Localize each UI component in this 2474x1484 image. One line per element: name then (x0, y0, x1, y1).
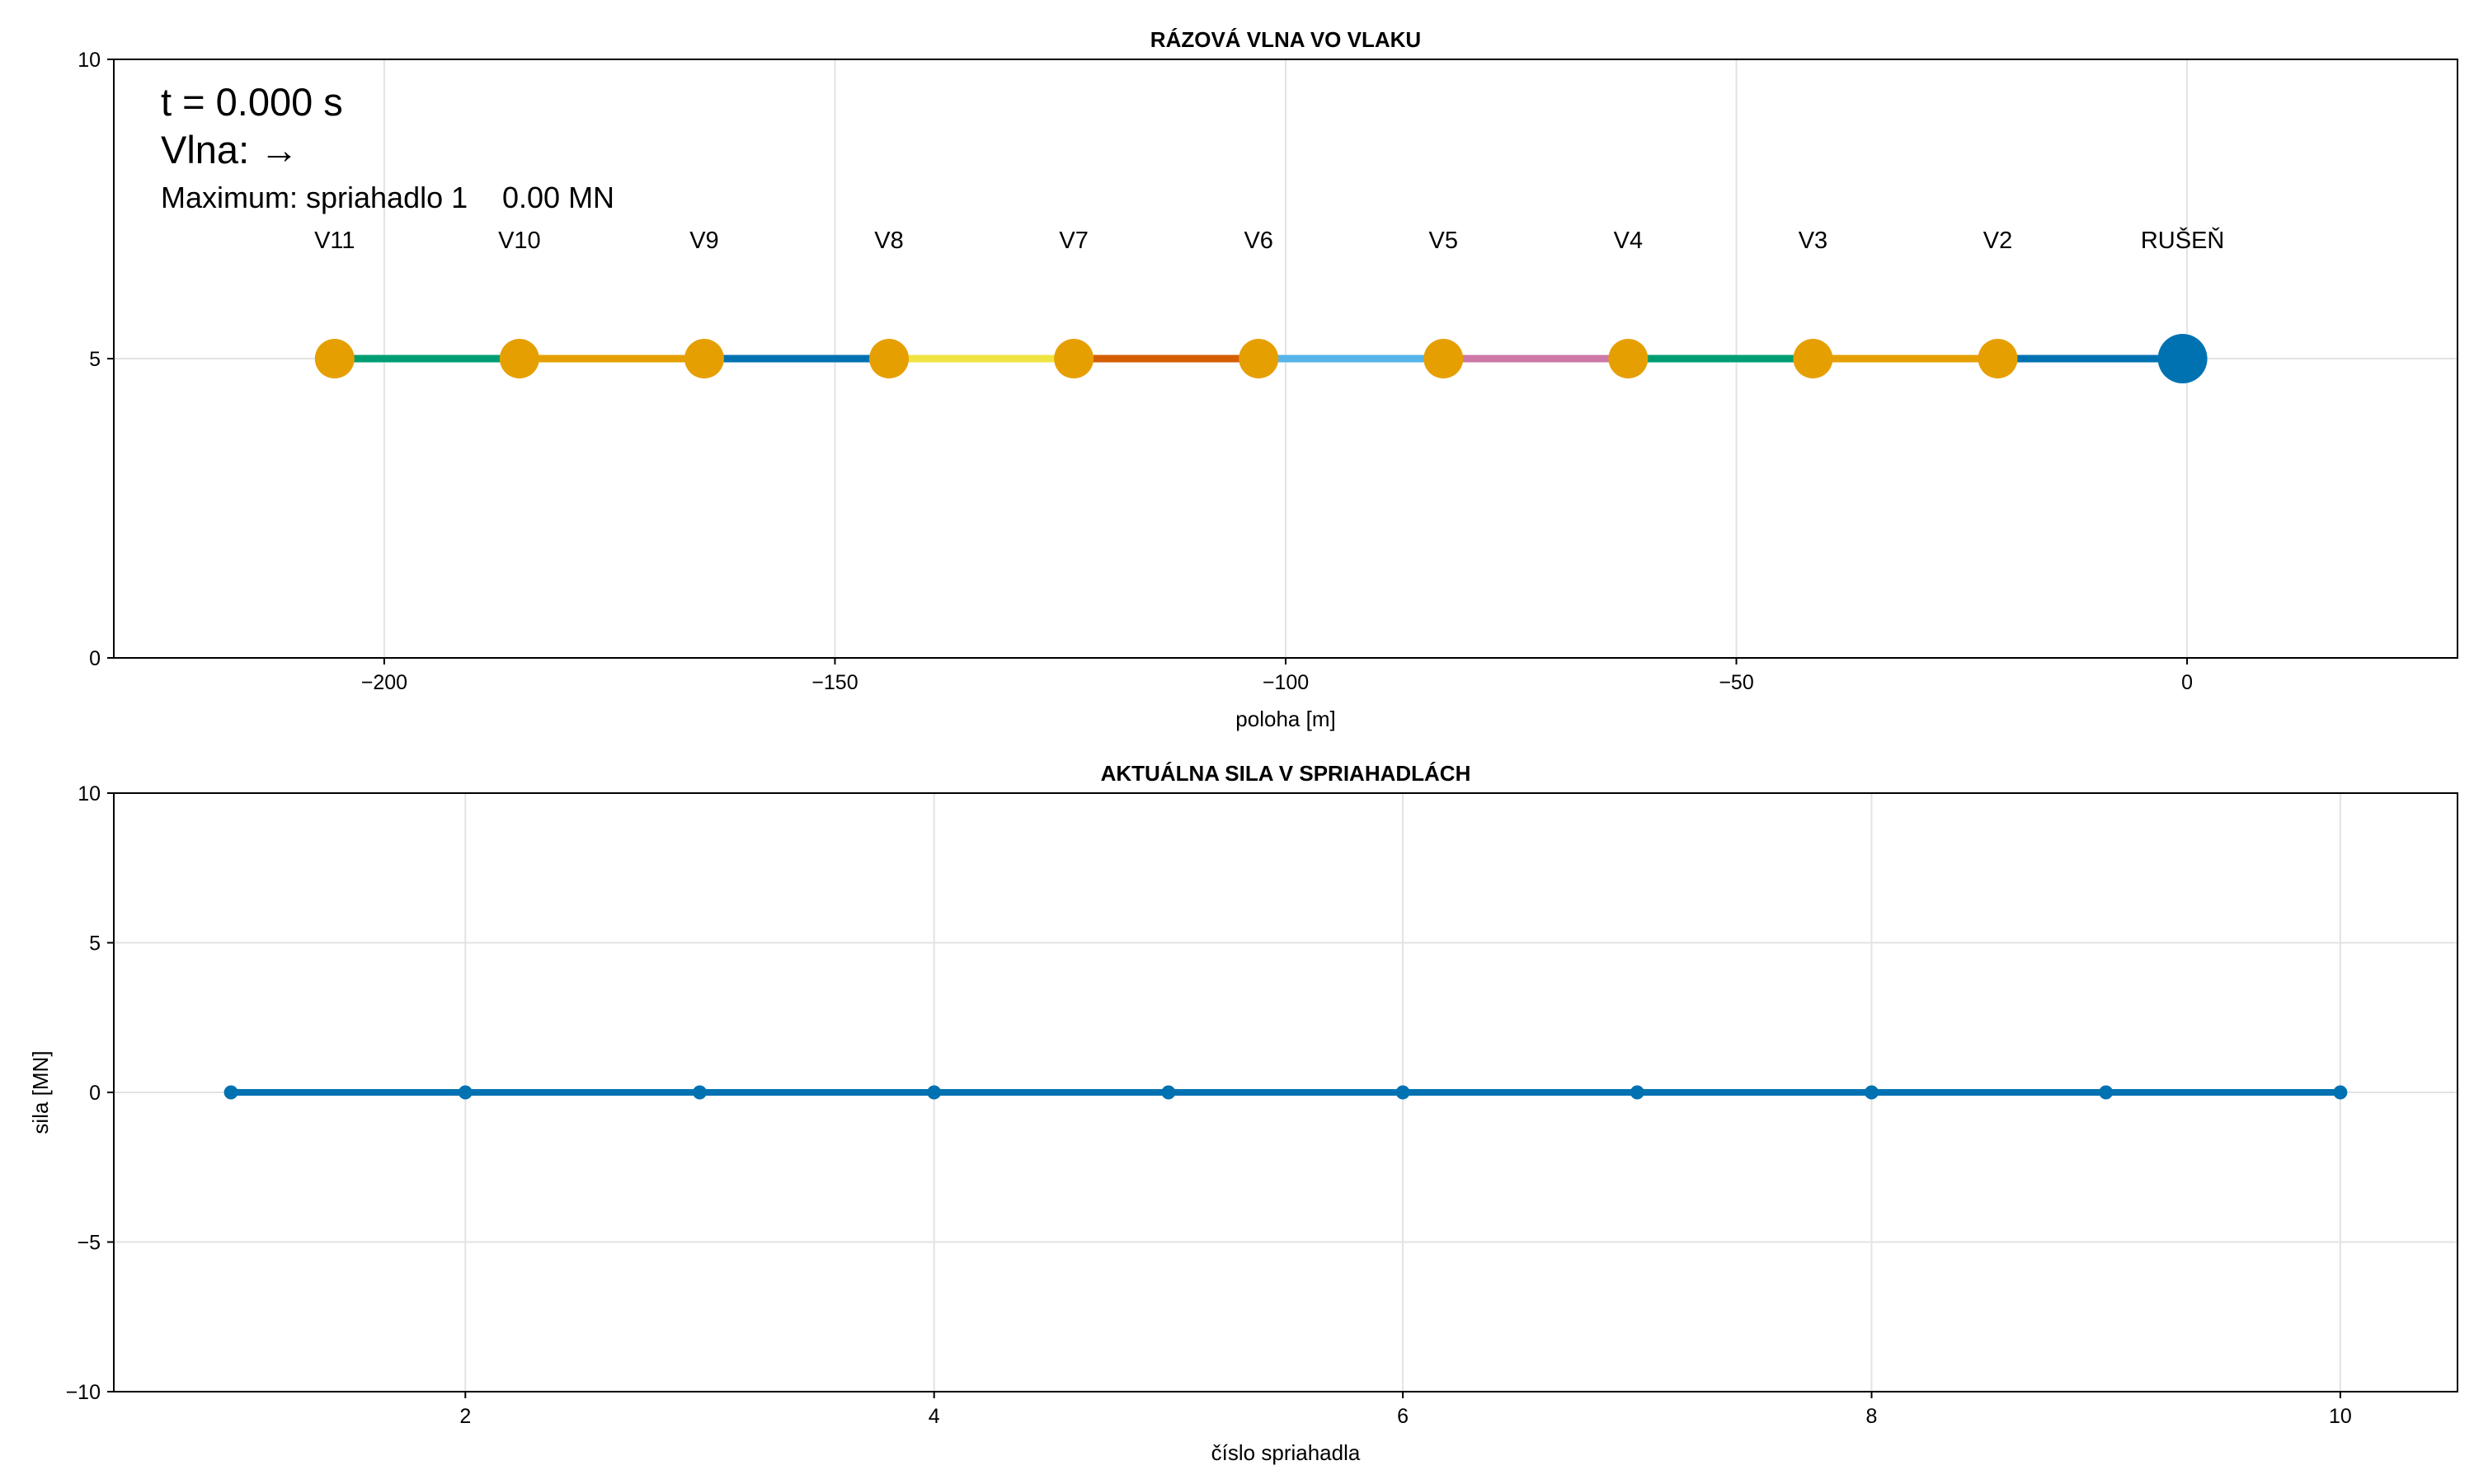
wagon-marker (684, 339, 724, 378)
chart-title-bottom: AKTUÁLNA SILA V SPRIAHADLÁCH (1101, 761, 1471, 786)
force-point (1630, 1085, 1644, 1100)
y-axis-label-bottom: sila [MN] (28, 1050, 53, 1134)
wagon-label: V2 (1983, 228, 2012, 254)
x-axis-label-top: poloha [m] (1235, 707, 1335, 731)
wagon-label: V9 (689, 228, 718, 254)
force-point (1395, 1085, 1410, 1100)
wagon-marker (1978, 339, 2018, 378)
coupling-force-panel: 2 4 6 8 10 −10 −5 0 5 10 AKTUÁLNA SILA V SPRIAHAD… (28, 761, 2458, 1465)
wagon-label: RUŠEŇ (2141, 226, 2225, 254)
wagon-label: V4 (1614, 228, 1643, 254)
wagon-marker (1054, 339, 1094, 378)
force-point (2333, 1085, 2348, 1100)
x-axis-label-bottom: číslo spriahadla (1211, 1440, 1361, 1465)
wagon-marker (1239, 339, 1279, 378)
wagon-label: V10 (498, 228, 541, 254)
x-tick-label: 8 (1866, 1405, 1878, 1428)
x-tick-label: 10 (2329, 1405, 2352, 1428)
wagon-label: V5 (1429, 228, 1458, 254)
x-tick-label: −50 (1719, 671, 1753, 694)
wagon-marker (1423, 339, 1464, 378)
wagon-labels: RUŠEŇ V2 V3 V4 V5 V6 V7 V8 V9 V10 V11 (314, 226, 2224, 254)
wagon-markers (314, 334, 2208, 383)
time-readout: t = 0.000 s (161, 80, 343, 124)
y-tick-label: 10 (78, 49, 101, 72)
x-tick-label: 6 (1397, 1405, 1409, 1428)
chart-title-top: RÁZOVÁ VLNA VO VLAKU (1150, 27, 1421, 52)
max-coupling-readout: Maximum: spriahadlo 1 (161, 181, 468, 214)
train-position-panel: RUŠEŇ V2 V3 V4 V5 V6 V7 V8 V9 V10 V11 −200 −150 −100… (78, 27, 2458, 731)
wagon-label: V3 (1799, 228, 1827, 254)
wave-direction-readout: Vlna: → (161, 128, 299, 171)
y-tick-label: 10 (78, 782, 101, 805)
wagon-label: V8 (874, 228, 903, 254)
y-tick-label: −10 (66, 1381, 101, 1404)
ticks-bottom: 2 4 6 8 10 −10 −5 0 5 10 (66, 782, 2352, 1428)
x-tick-label: 0 (2181, 671, 2193, 694)
wagon-label: V6 (1244, 228, 1272, 254)
y-tick-label: 5 (89, 348, 101, 371)
force-point (1161, 1085, 1176, 1100)
wagon-marker (1793, 339, 1833, 378)
wagon-label: V7 (1059, 228, 1088, 254)
y-tick-label: 5 (89, 932, 101, 956)
max-force-readout: 0.00 MN (502, 181, 614, 214)
x-tick-label: −150 (811, 671, 858, 694)
y-tick-label: −5 (77, 1232, 101, 1255)
ticks-top: −200 −150 −100 −50 0 0 5 10 (78, 49, 2193, 694)
force-point (1865, 1085, 1879, 1100)
wagon-marker (1608, 339, 1649, 378)
x-tick-label: −200 (361, 671, 407, 694)
x-tick-label: −100 (1263, 671, 1309, 694)
force-point (927, 1085, 942, 1100)
wagon-marker (869, 339, 910, 378)
force-point (458, 1085, 473, 1100)
y-tick-label: 0 (89, 1082, 101, 1105)
y-tick-label: 0 (89, 647, 101, 670)
x-tick-label: 4 (929, 1405, 940, 1428)
force-point (2099, 1085, 2114, 1100)
force-series (223, 1085, 2348, 1100)
force-point (223, 1085, 238, 1100)
wagon-label: V11 (314, 228, 355, 254)
locomotive-marker (2157, 334, 2208, 383)
wagon-marker (499, 339, 539, 378)
force-point (693, 1085, 707, 1100)
x-tick-label: 2 (459, 1405, 471, 1428)
wagon-marker (314, 339, 355, 378)
